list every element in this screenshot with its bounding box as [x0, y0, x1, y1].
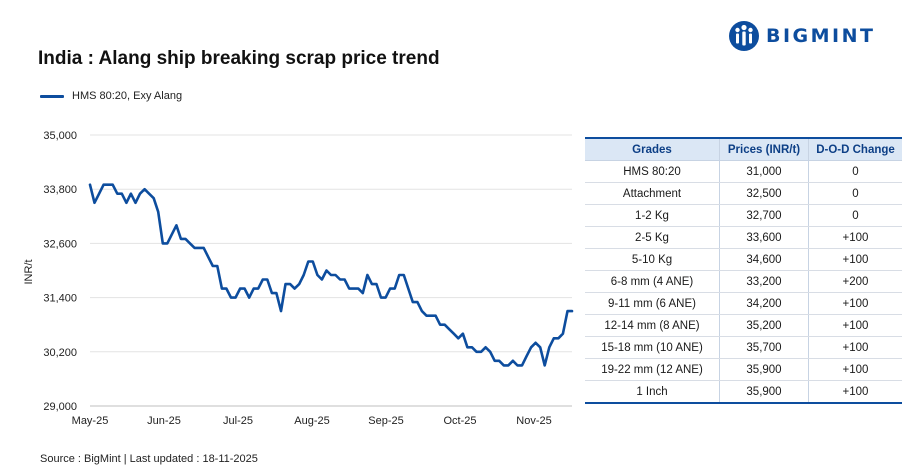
- logo-text: BIGMINT: [766, 25, 876, 47]
- price-cell: 33,600: [719, 226, 809, 249]
- x-tick-label: Nov-25: [516, 415, 551, 427]
- chart-grid: [90, 134, 572, 407]
- price-table: Grades Prices (INR/t) D-O-D Change HMS 8…: [585, 137, 902, 404]
- grade-cell: 19-22 mm (12 ANE): [585, 358, 720, 381]
- price-cell: 35,200: [719, 314, 809, 337]
- series-line-hms-80-20: [88, 183, 574, 367]
- y-tick-label: 35,000: [43, 130, 77, 142]
- y-tick-label: 32,600: [43, 238, 77, 250]
- bigmint-logo-icon: [729, 21, 759, 51]
- dod-change-cell: +200: [808, 270, 902, 293]
- dod-change-cell: 0: [808, 182, 902, 205]
- legend-swatch: [40, 94, 64, 98]
- table-header-row: Grades Prices (INR/t) D-O-D Change: [585, 137, 902, 161]
- chart-title: India : Alang ship breaking scrap price …: [38, 48, 440, 69]
- grade-cell: 2-5 Kg: [585, 226, 720, 249]
- bigmint-logo: BIGMINT: [728, 20, 876, 52]
- source-note: Source : BigMint | Last updated : 18-11-…: [40, 453, 258, 465]
- grade-cell: HMS 80:20: [585, 160, 720, 183]
- price-cell: 32,500: [719, 182, 809, 205]
- legend-label: HMS 80:20, Exy Alang: [72, 90, 183, 102]
- header-dod-change: D-O-D Change: [808, 137, 902, 161]
- dod-change-cell: +100: [808, 336, 902, 359]
- dod-change-cell: +100: [808, 314, 902, 337]
- table-row: 6-8 mm (4 ANE) 33,200 +200: [585, 270, 902, 293]
- table-row: 15-18 mm (10 ANE) 35,700 +100: [585, 336, 902, 359]
- y-axis: 29,000 30,200 31,400 32,600 33,800 35,000: [43, 130, 77, 413]
- dod-change-cell: +100: [808, 380, 902, 404]
- table-row: 19-22 mm (12 ANE) 35,900 +100: [585, 358, 902, 381]
- table-row: HMS 80:20 31,000 0: [585, 160, 902, 183]
- price-cell: 35,900: [719, 380, 809, 404]
- dod-change-cell: 0: [808, 160, 902, 183]
- y-axis-label: INR/t: [23, 259, 35, 284]
- x-tick-label: Aug-25: [294, 415, 329, 427]
- table-row: 9-11 mm (6 ANE) 34,200 +100: [585, 292, 902, 315]
- price-cell: 32,700: [719, 204, 809, 227]
- grade-cell: 6-8 mm (4 ANE): [585, 270, 720, 293]
- header-prices: Prices (INR/t): [719, 137, 809, 161]
- table-body: HMS 80:20 31,000 0 Attachment 32,500 0 1-2 Kg 3…: [585, 160, 902, 404]
- x-tick-label: Oct-25: [443, 415, 476, 427]
- price-cell: 34,600: [719, 248, 809, 271]
- price-cell: 34,200: [719, 292, 809, 315]
- table-row: Attachment 32,500 0: [585, 182, 902, 205]
- price-table-container: Grades Prices (INR/t) D-O-D Change HMS 8…: [585, 137, 904, 404]
- grade-cell: 12-14 mm (8 ANE): [585, 314, 720, 337]
- dod-change-cell: +100: [808, 248, 902, 271]
- legend: HMS 80:20, Exy Alang: [40, 90, 182, 102]
- dod-change-cell: 0: [808, 204, 902, 227]
- grade-cell: 1-2 Kg: [585, 204, 720, 227]
- x-tick-label: Jul-25: [223, 415, 253, 427]
- header-grades: Grades: [585, 137, 720, 161]
- price-cell: 35,900: [719, 358, 809, 381]
- table-row: 1-2 Kg 32,700 0: [585, 204, 902, 227]
- grade-cell: 9-11 mm (6 ANE): [585, 292, 720, 315]
- y-tick-label: 31,400: [43, 293, 77, 305]
- y-tick-label: 29,000: [43, 401, 77, 413]
- y-tick-label: 30,200: [43, 347, 77, 359]
- grade-cell: 15-18 mm (10 ANE): [585, 336, 720, 359]
- table-row: 5-10 Kg 34,600 +100: [585, 248, 902, 271]
- dod-change-cell: +100: [808, 226, 902, 249]
- table-row: 12-14 mm (8 ANE) 35,200 +100: [585, 314, 902, 337]
- grade-cell: 1 Inch: [585, 380, 720, 404]
- table-row: 1 Inch 35,900 +100: [585, 380, 902, 404]
- y-tick-label: 33,800: [43, 184, 77, 196]
- grade-cell: 5-10 Kg: [585, 248, 720, 271]
- price-cell: 31,000: [719, 160, 809, 183]
- grade-cell: Attachment: [585, 182, 720, 205]
- dod-change-cell: +100: [808, 292, 902, 315]
- dod-change-cell: +100: [808, 358, 902, 381]
- price-cell: 35,700: [719, 336, 809, 359]
- line-chart: 29,000 30,200 31,400 32,600 33,800 35,000 May…: [23, 130, 574, 427]
- x-tick-label: Sep-25: [368, 415, 403, 427]
- x-axis: May-25 Jun-25 Jul-25 Aug-25 Sep-25 Oct-25 Nov-…: [72, 415, 552, 427]
- x-tick-label: May-25: [72, 415, 109, 427]
- table-row: 2-5 Kg 33,600 +100: [585, 226, 902, 249]
- x-tick-label: Jun-25: [147, 415, 181, 427]
- price-cell: 33,200: [719, 270, 809, 293]
